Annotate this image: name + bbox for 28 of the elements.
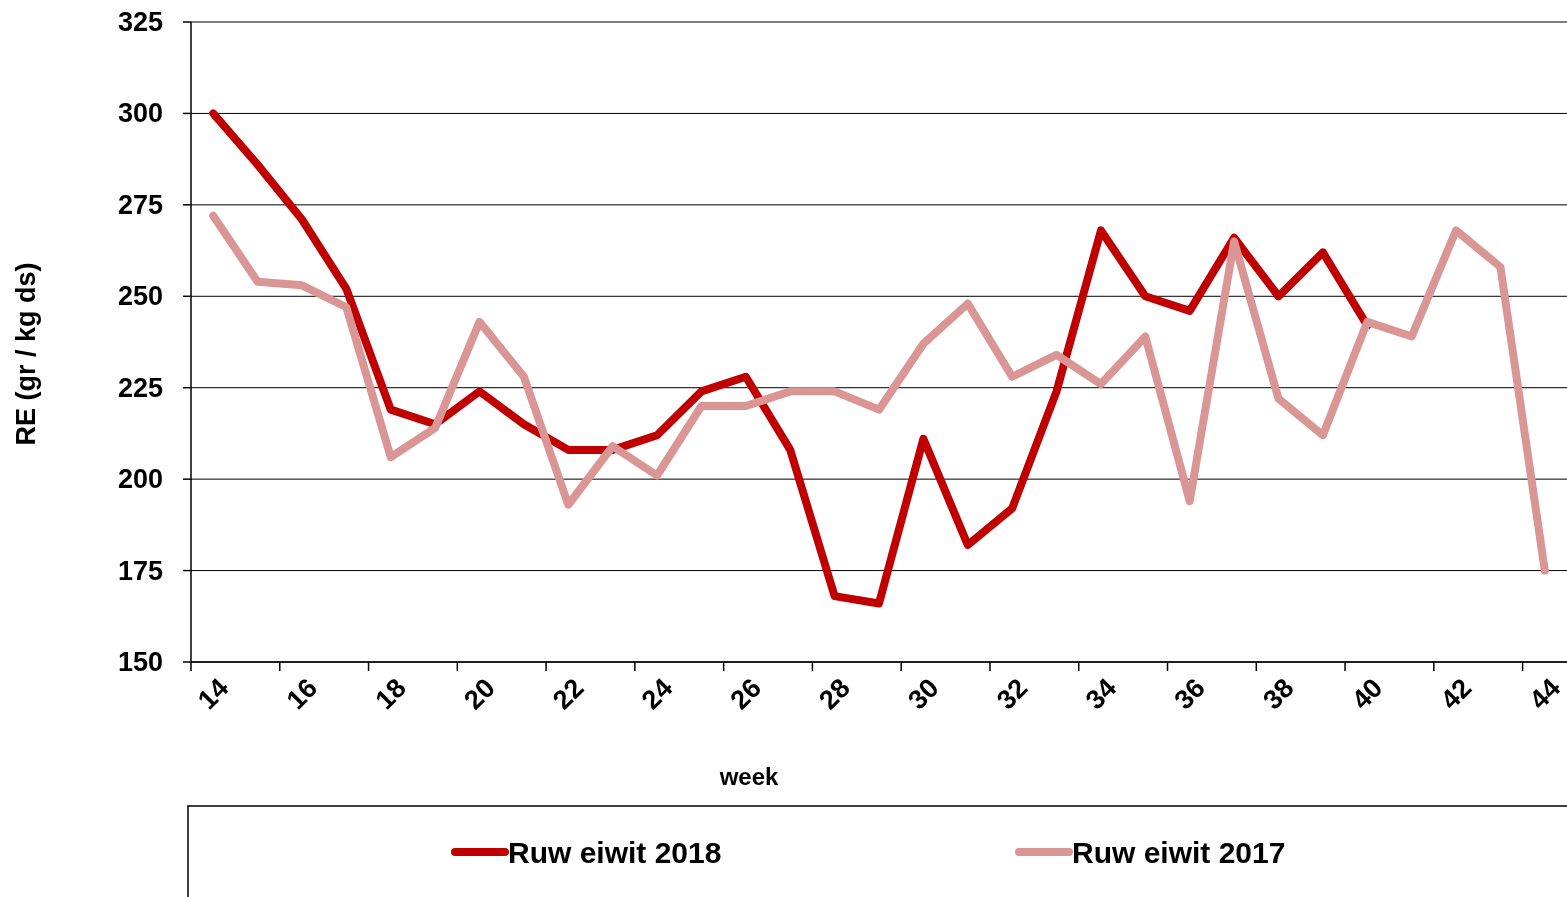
x-tick-label: 44 bbox=[1523, 672, 1567, 716]
x-tick-label: 34 bbox=[1079, 672, 1123, 716]
x-tick-label: 42 bbox=[1434, 672, 1478, 716]
x-tick-label: 24 bbox=[635, 672, 679, 716]
y-tick-label: 325 bbox=[117, 7, 163, 37]
x-tick-label: 40 bbox=[1346, 672, 1389, 716]
y-tick-label: 175 bbox=[117, 555, 163, 586]
y-tick-label: 250 bbox=[117, 281, 163, 312]
y-tick-label: 300 bbox=[117, 98, 163, 129]
x-tick-label: 22 bbox=[547, 672, 590, 716]
x-tick-label: 14 bbox=[191, 672, 235, 716]
x-tick-label: 30 bbox=[902, 672, 945, 716]
y-axis-title: RE (gr / kg ds) bbox=[11, 262, 41, 446]
x-tick-label: 16 bbox=[280, 672, 324, 716]
x-axis-title: week bbox=[718, 762, 779, 790]
x-tick-label: 36 bbox=[1168, 672, 1211, 716]
legend-label: Ruw eiwit 2018 bbox=[508, 835, 722, 869]
y-tick-label: 225 bbox=[117, 372, 163, 403]
y-tick-label: 150 bbox=[117, 647, 163, 677]
x-tick-label: 26 bbox=[724, 672, 768, 716]
y-tick-label: 200 bbox=[117, 464, 163, 495]
x-tick-label: 18 bbox=[369, 672, 412, 716]
x-tick-label: 20 bbox=[458, 672, 501, 716]
x-tick-label: 28 bbox=[813, 672, 856, 716]
x-tick-label: 32 bbox=[990, 672, 1034, 716]
legend-label: Ruw eiwit 2017 bbox=[1072, 835, 1286, 869]
x-tick-label: 38 bbox=[1257, 672, 1300, 716]
y-tick-label: 275 bbox=[117, 189, 163, 220]
